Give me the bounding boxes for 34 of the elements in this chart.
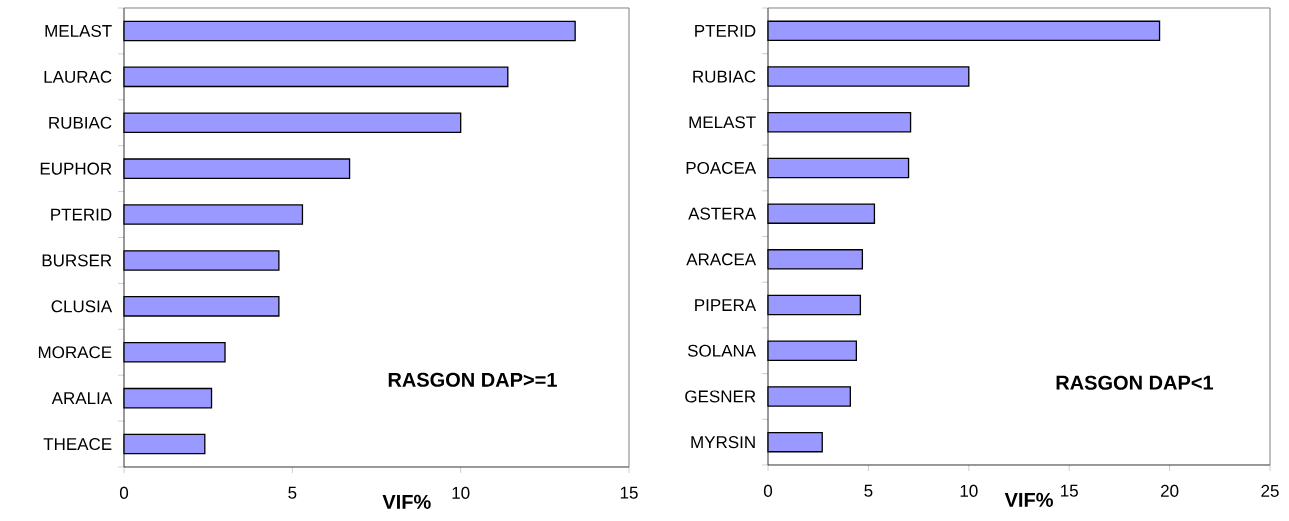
y-tick-label: MELAST xyxy=(689,116,756,129)
y-tick-label: MELAST xyxy=(45,24,112,37)
x-tick-label: 25 xyxy=(1261,484,1279,497)
y-tick-label: PIPERA xyxy=(695,299,757,311)
y-tick-label: CLUSIA xyxy=(51,300,113,313)
y-tick-label: LAURAC xyxy=(44,70,112,83)
y-tick-label: MYRSIN xyxy=(691,436,755,449)
y-tick-label: RUBIAC xyxy=(693,70,756,83)
x-tick-label: 0 xyxy=(763,484,773,497)
y-tick-label: RUBIAC xyxy=(49,116,112,129)
y-tick-label: THEACE xyxy=(43,438,112,451)
x-tick-label: 0 xyxy=(119,486,129,499)
x-tick-label: 15 xyxy=(620,486,638,499)
y-tick-label: POACEA xyxy=(686,161,757,174)
x-tick-label: 20 xyxy=(1161,484,1179,497)
x-axis-title: VIF% xyxy=(1004,492,1053,507)
y-tick-label: ASTERA xyxy=(688,207,757,220)
annotation: RASGON DAP<1 xyxy=(1056,375,1214,390)
y-tick-label: EUPHOR xyxy=(40,162,112,175)
x-axis-title: VIF% xyxy=(382,494,431,509)
y-tick-label: ARALIA xyxy=(51,392,113,404)
x-tick-label: 15 xyxy=(1061,484,1078,497)
x-tick-label: 10 xyxy=(452,486,470,499)
y-tick-label: PTERID xyxy=(51,208,112,221)
y-tick-label: MORACE xyxy=(38,346,112,359)
y-tick-label: GESNER xyxy=(685,390,756,403)
y-tick-label: PTERID xyxy=(695,24,756,37)
annotation: RASGON DAP>=1 xyxy=(388,372,557,387)
x-tick-label: 5 xyxy=(864,484,873,497)
y-tick-label: BURSER xyxy=(42,254,112,267)
y-tick-label: SOLANA xyxy=(687,344,757,357)
y-tick-label: ARACEA xyxy=(686,253,757,266)
x-tick-label: 5 xyxy=(288,486,297,499)
x-tick-label: 10 xyxy=(960,484,978,497)
